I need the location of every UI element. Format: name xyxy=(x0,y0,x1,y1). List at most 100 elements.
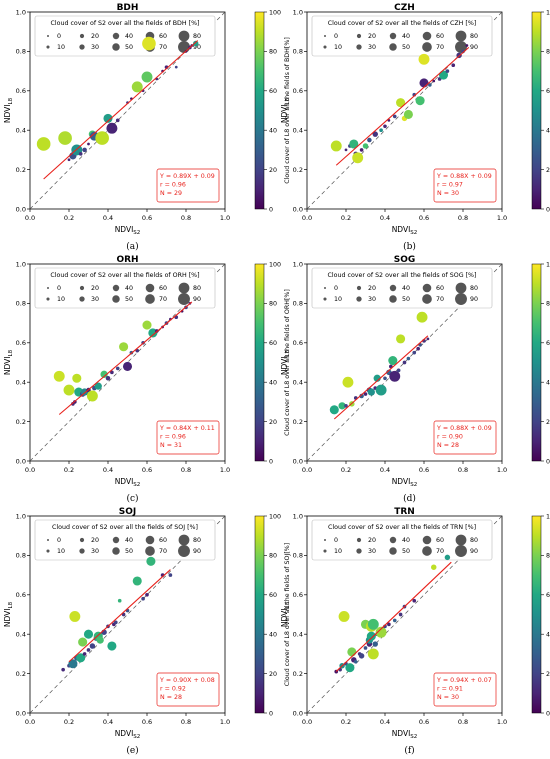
legend-label: 70 xyxy=(159,548,167,555)
data-point xyxy=(141,71,153,83)
x-tick-label: 0.8 xyxy=(458,718,468,726)
y-tick-label: 0.0 xyxy=(293,205,303,213)
data-point xyxy=(82,652,87,656)
data-point xyxy=(72,373,82,383)
data-point xyxy=(451,63,456,68)
x-tick-label: 0.4 xyxy=(103,214,113,222)
data-point xyxy=(53,370,65,382)
colorbar-tick-label: 0 xyxy=(269,710,273,717)
legend-label: 10 xyxy=(57,548,65,555)
data-point xyxy=(94,382,102,390)
y-axis-label-sub: L8 xyxy=(285,349,291,356)
y-tick-label: 0.4 xyxy=(293,127,303,135)
y-tick-label: 0.0 xyxy=(16,709,26,717)
legend-label: 80 xyxy=(193,537,201,544)
data-point xyxy=(383,376,387,381)
data-point xyxy=(193,40,199,47)
colorbar-tick-label: 80 xyxy=(546,301,550,308)
legend-label: 0 xyxy=(334,537,338,544)
legend-title: Cloud cover of S2 over all the fields of… xyxy=(50,20,199,27)
data-point xyxy=(406,356,411,361)
legend-label: 30 xyxy=(91,296,99,303)
x-tick-label: 0.2 xyxy=(341,718,351,726)
data-point xyxy=(146,556,156,566)
data-point xyxy=(359,148,364,152)
colorbar-tick-label: 0 xyxy=(546,458,550,465)
data-point xyxy=(388,355,398,366)
colorbar-tick-label: 100 xyxy=(269,513,281,520)
legend-marker xyxy=(112,284,120,292)
legend-label: 60 xyxy=(436,285,444,292)
data-point xyxy=(366,631,376,641)
fit-line xyxy=(58,301,193,415)
stats-frame xyxy=(156,420,220,455)
data-point xyxy=(82,147,87,153)
legend-label: 70 xyxy=(436,548,444,555)
data-point xyxy=(367,648,379,660)
stats-box: Y = 0.84X + 0.11 r = 0.96N = 31 xyxy=(156,420,220,455)
x-tick-label: 0.8 xyxy=(181,466,191,474)
x-tick-label: 0.4 xyxy=(380,214,390,222)
y-tick-label: 1.0 xyxy=(293,512,303,520)
data-point xyxy=(445,69,450,73)
legend-title: Cloud cover of S2 over all the fields of… xyxy=(50,272,199,279)
data-point xyxy=(87,142,90,146)
colorbar-tick-label: 100 xyxy=(269,261,281,268)
legend-label: 30 xyxy=(368,548,376,555)
colorbar xyxy=(531,11,542,210)
legend-marker xyxy=(46,549,50,553)
legend-marker xyxy=(356,537,362,543)
x-tick-label: 0.0 xyxy=(25,466,35,474)
stats-line: r = 0.97 xyxy=(437,182,463,189)
stats-line: r = 0.91 xyxy=(437,686,463,693)
legend-label: 60 xyxy=(436,33,444,40)
legend-label: 10 xyxy=(334,548,342,555)
legend-label: 20 xyxy=(91,33,99,40)
data-point xyxy=(58,131,72,145)
legend-marker xyxy=(112,295,120,303)
stats-line: Y = 0.94X + 0.07 xyxy=(436,677,492,684)
legend-marker xyxy=(324,539,326,541)
data-point xyxy=(115,118,120,123)
fit-line xyxy=(335,561,452,672)
data-point xyxy=(132,576,142,586)
y-axis-label-sub: L8 xyxy=(285,601,291,608)
y-axis-label-sub: L8 xyxy=(8,97,14,104)
colorbar-tick-label: 80 xyxy=(269,301,277,308)
data-point xyxy=(396,368,401,373)
legend-marker xyxy=(145,546,155,556)
chart-panel-orh: ORH 0.00.0 0.2 0.2 0.4 0.4 0.6 0.6 0.8 0.8 1.0 1.0 N… xyxy=(3,255,291,504)
data-point xyxy=(329,405,339,415)
x-axis-label-sub: S2 xyxy=(133,230,140,236)
size-legend: Cloud cover of S2 over all the fields of… xyxy=(34,267,216,309)
data-point xyxy=(358,653,365,659)
legend-label: 50 xyxy=(402,296,410,303)
data-point xyxy=(103,113,113,123)
legend-marker xyxy=(455,282,467,294)
legend-label: 30 xyxy=(91,548,99,555)
colorbar-tick-label: 20 xyxy=(269,671,277,678)
legend-label: 80 xyxy=(470,33,478,40)
y-tick-label: 0.0 xyxy=(16,205,26,213)
data-point xyxy=(438,70,449,80)
stats-box: Y = 0.94X + 0.07 r = 0.91N = 30 xyxy=(433,672,497,707)
data-point xyxy=(396,98,406,108)
colorbar-tick-label: 60 xyxy=(546,88,550,95)
data-point xyxy=(412,350,417,355)
colorbar-tick-label: 20 xyxy=(546,419,550,426)
x-tick-label: 0.6 xyxy=(419,214,429,222)
data-point xyxy=(367,618,379,630)
y-tick-label: 0.8 xyxy=(16,552,26,560)
legend-marker xyxy=(389,284,397,292)
y-tick-label: 0.2 xyxy=(293,418,303,426)
data-point xyxy=(353,659,358,664)
x-tick-label: 0.8 xyxy=(458,466,468,474)
legend-label: 60 xyxy=(159,33,167,40)
data-point xyxy=(432,79,436,83)
y-tick-label: 0.6 xyxy=(293,87,303,95)
x-tick-label: 0.2 xyxy=(64,718,74,726)
colorbar-tick-label: 20 xyxy=(546,167,550,174)
stats-line: r = 0.96 xyxy=(160,434,186,441)
legend-label: 0 xyxy=(57,285,61,292)
legend-label: 40 xyxy=(125,285,133,292)
